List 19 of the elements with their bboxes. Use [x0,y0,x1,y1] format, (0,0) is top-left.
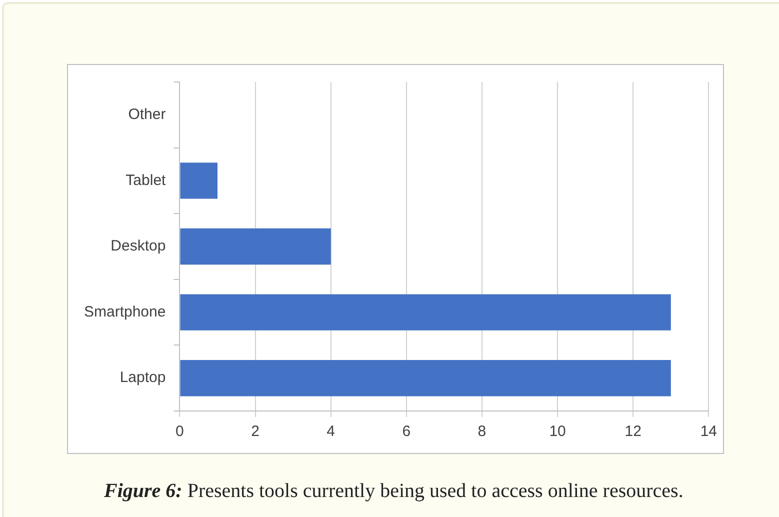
y-tick-label: Other [128,106,166,124]
x-tick-label: 4 [326,423,336,440]
x-tick-label: 14 [700,423,717,440]
bar [180,162,218,199]
x-tick-label: 2 [251,423,260,440]
text: Presents tools currently being used to access online resources. [186,480,684,502]
x-tick-label: 6 [402,423,411,440]
y-tick-label: Desktop [110,238,166,255]
bar [180,228,331,265]
x-tick-label: 10 [549,423,566,440]
bar [180,294,671,330]
x-tick-label: 0 [176,423,184,440]
caption: Figure 6: [104,480,182,502]
x-tick-label: 8 [478,423,486,440]
y-tick-label: Smartphone [84,303,166,320]
y-tick-label: Laptop [120,369,166,386]
y-tick-label: Tablet [126,172,167,189]
bar [180,360,671,396]
x-tick-label: 12 [624,423,642,440]
